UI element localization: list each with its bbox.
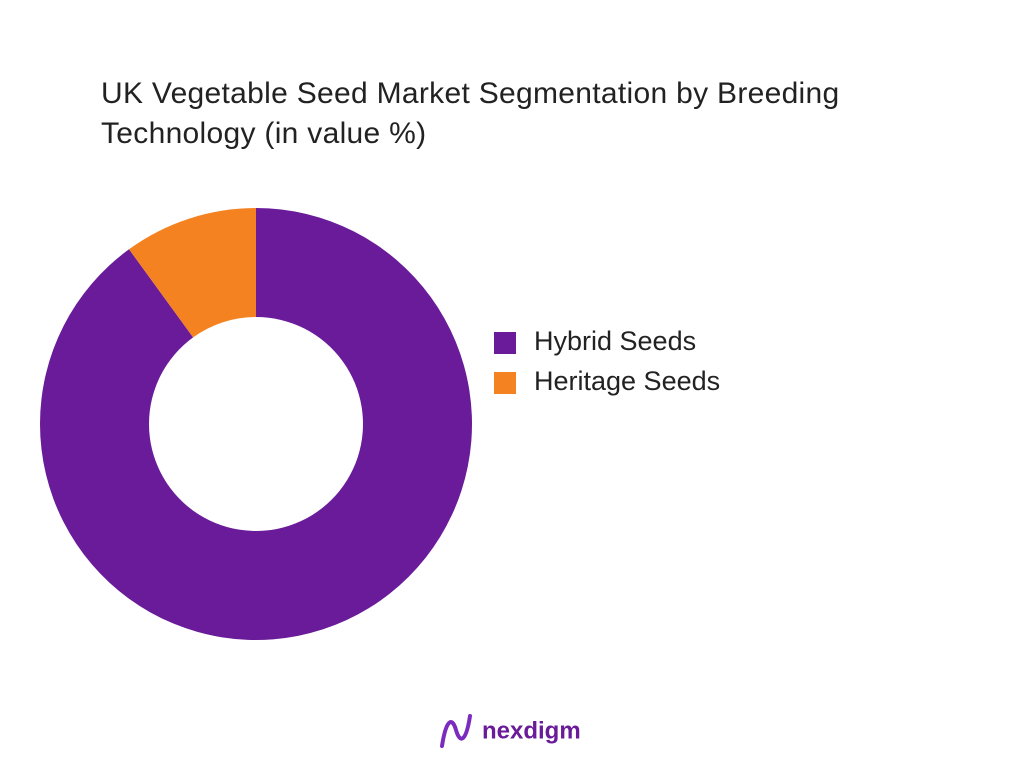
- brand-name: nexdigm: [482, 717, 581, 744]
- legend-swatch: [494, 372, 516, 394]
- brand-logo: nexdigm: [440, 714, 581, 748]
- donut-slice: [40, 208, 473, 640]
- donut-slice: [129, 208, 256, 338]
- legend-swatch: [494, 332, 516, 354]
- logo-icon: [440, 714, 472, 748]
- legend-label: Heritage Seeds: [534, 366, 720, 396]
- legend-label: Hybrid Seeds: [534, 326, 696, 356]
- chart-title: UK Vegetable Seed Market Segmentation by…: [101, 77, 840, 150]
